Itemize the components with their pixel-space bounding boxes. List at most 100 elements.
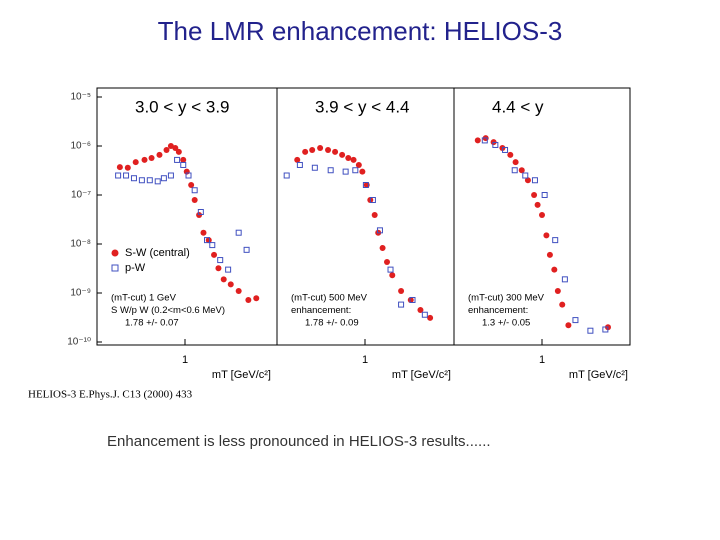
marker [309,146,316,153]
marker [342,168,349,175]
marker [115,172,122,179]
marker [183,168,190,175]
marker [294,156,301,163]
annotation: S W/p W (0.2<m<0.6 MeV) [111,305,225,316]
slide-title: The LMR enhancement: HELIOS-3 [158,16,563,46]
marker [481,137,488,144]
panel-title: 3.0 < y < 3.9 [135,97,230,116]
marker [345,154,352,161]
marker [211,251,218,258]
marker [407,296,414,303]
marker [379,244,386,251]
marker [146,177,153,184]
marker [188,181,195,188]
marker [332,148,339,155]
marker [602,326,609,333]
marker [243,246,250,253]
marker [141,156,148,163]
marker [235,229,242,236]
caption: Enhancement is less pronounced in HELIOS… [107,433,491,450]
marker [180,161,187,168]
marker [317,145,324,152]
marker [398,287,405,294]
marker [217,257,224,264]
reference: HELIOS-3 E.Phys.J. C13 (2000) 433 [28,389,193,401]
legend-label: p-W [125,262,146,274]
marker [362,181,369,188]
marker [474,137,481,144]
marker [156,151,163,158]
marker [551,266,558,273]
marker [369,197,376,204]
marker [160,175,167,182]
marker [534,201,541,208]
marker [327,167,334,174]
marker [200,229,207,236]
marker [124,164,131,171]
marker [427,314,434,321]
marker [512,159,519,166]
marker [215,265,222,272]
marker [531,192,538,198]
marker [311,164,318,171]
marker [546,251,553,258]
x-axis-label: mT [GeV/c²] [392,369,451,381]
marker [371,212,378,219]
marker [524,177,531,184]
x-tick-label: 1 [362,354,368,366]
marker [587,327,594,334]
marker [502,146,509,153]
annotation: (mT-cut) 500 MeV [291,293,368,304]
marker [235,287,242,294]
y-tick-label: 10⁻⁵ [70,92,91,103]
annotation: (mT-cut) 300 MeV [468,293,545,304]
marker [387,266,394,273]
marker [507,151,514,158]
legend-marker [111,249,119,257]
annotation: enhancement: [468,305,528,316]
marker [539,212,545,219]
y-tick-label: 10⁻⁸ [70,239,91,250]
marker [172,145,179,152]
marker [302,148,309,155]
marker [572,317,579,324]
marker [123,172,130,179]
marker [227,281,234,288]
annotation: 1.78 +/- 0.07 [125,318,179,329]
marker [148,154,155,161]
x-tick-label: 1 [539,354,545,366]
marker [132,159,139,166]
marker [283,172,290,179]
marker [350,156,357,163]
marker [554,287,561,294]
marker [511,167,518,174]
marker [296,161,303,168]
marker [398,301,405,308]
marker [205,237,212,244]
marker [191,197,198,204]
marker [339,151,346,158]
marker [185,172,192,179]
marker [543,232,550,239]
panel-title: 4.4 < y [492,97,544,116]
y-tick-label: 10⁻¹⁰ [67,337,91,348]
marker [167,172,174,179]
x-axis-label: mT [GeV/c²] [569,369,628,381]
annotation: enhancement: [291,305,351,316]
marker [421,311,428,318]
marker [559,301,566,308]
marker [253,295,260,302]
marker [492,141,499,148]
legend-marker [111,264,119,272]
annotation: 1.78 +/- 0.09 [305,318,359,329]
panel-title: 3.9 < y < 4.4 [315,97,410,116]
marker [561,276,568,283]
marker [522,172,529,179]
y-tick-label: 10⁻⁶ [70,141,91,152]
marker [130,175,137,182]
x-tick-label: 1 [182,354,188,366]
marker [204,237,210,244]
annotation: (mT-cut) 1 GeV [111,293,177,304]
marker [384,258,390,265]
